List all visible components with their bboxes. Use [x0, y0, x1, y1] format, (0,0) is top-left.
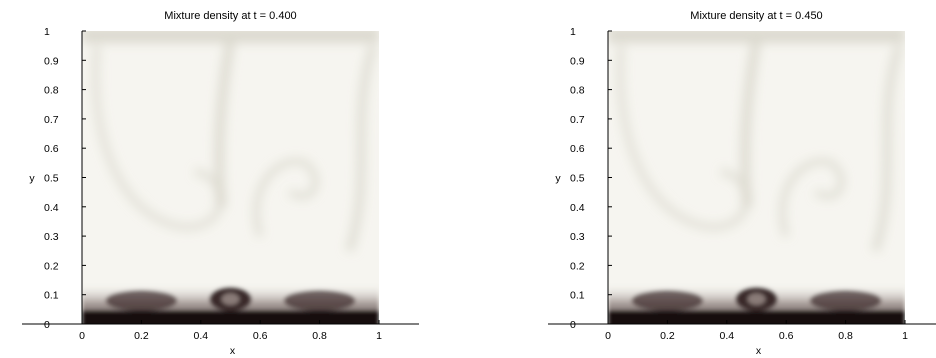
- y-tick-label: 1: [44, 26, 50, 38]
- y-tick-label: 0.3: [570, 231, 585, 243]
- y-tick-label: 0.6: [44, 143, 59, 155]
- x-tick-label: 0.6: [253, 330, 268, 342]
- y-tick-label: 0.6: [570, 143, 585, 155]
- y-tick-label: 0.4: [570, 202, 585, 214]
- density-plot-right: 0 0.1 0.2 0.3 0.4 0.5 0.6 0.7 0.8 0.9 1 0 0.2 0.4 0.6 0…: [548, 10, 936, 357]
- x-tick-label: 0: [79, 330, 85, 342]
- x-tick-label: 0.8: [312, 330, 327, 342]
- y-tick-label: 0.7: [570, 114, 585, 126]
- x-tick-label: 0.2: [660, 330, 675, 342]
- density-plot-left: 0 0.1 0.2 0.3 0.4 0.5 0.6 0.7 0.8 0.9 1 0 0.2 0.4 0.6 0…: [22, 10, 419, 357]
- chart-title: Mixture density at t = 0.450: [690, 10, 822, 22]
- y-tick-label: 0.3: [44, 231, 59, 243]
- density-swirls: [82, 31, 379, 253]
- x-tick-label: 0.6: [779, 330, 794, 342]
- y-axis-label: y: [555, 173, 561, 185]
- y-tick-label: 0.1: [570, 290, 585, 302]
- y-tick-label: 0.1: [44, 290, 59, 302]
- chart-panel-left: 0 0.1 0.2 0.3 0.4 0.5 0.6 0.7 0.8 0.9 1 0 0.2 0.4 0.6 0…: [22, 10, 419, 357]
- y-tick-label: 0.2: [44, 260, 59, 272]
- y-tick-label: 0.5: [44, 173, 59, 185]
- heatmap-base: [608, 31, 905, 324]
- y-tick-label: 0.5: [570, 173, 585, 185]
- y-tick-label: 0.9: [44, 55, 59, 67]
- x-tick-label: 0.8: [838, 330, 853, 342]
- x-axis-label: x: [756, 345, 762, 357]
- x-tick-label: 0: [605, 330, 611, 342]
- y-tick-label: 0.2: [570, 260, 585, 272]
- heatmap-base: [82, 31, 379, 324]
- y-tick-label: 0.8: [570, 85, 585, 97]
- y-axis-label: y: [29, 173, 35, 185]
- x-tick-label: 0.2: [134, 330, 149, 342]
- y-tick-label: 0: [44, 319, 50, 331]
- y-tick-label: 0: [570, 319, 576, 331]
- density-swirls: [608, 31, 905, 253]
- chart-panel-right: 0 0.1 0.2 0.3 0.4 0.5 0.6 0.7 0.8 0.9 1 0 0.2 0.4 0.6 0…: [468, 0, 936, 358]
- x-axis-label: x: [230, 345, 236, 357]
- x-tick-label: 0.4: [719, 330, 734, 342]
- dense-bottom-layer: [82, 282, 379, 324]
- y-tick-label: 0.8: [44, 85, 59, 97]
- chart-title: Mixture density at t = 0.400: [164, 10, 296, 22]
- heatmap-field: [82, 31, 379, 324]
- y-tick-label: 1: [570, 26, 576, 38]
- y-tick-label: 0.9: [570, 55, 585, 67]
- heatmap-field: [608, 31, 905, 324]
- x-tick-label: 1: [902, 330, 908, 342]
- y-tick-label: 0.4: [44, 202, 59, 214]
- x-tick-label: 1: [376, 330, 382, 342]
- y-tick-label: 0.7: [44, 114, 59, 126]
- x-tick-label: 0.4: [193, 330, 208, 342]
- dense-bottom-layer: [608, 282, 905, 324]
